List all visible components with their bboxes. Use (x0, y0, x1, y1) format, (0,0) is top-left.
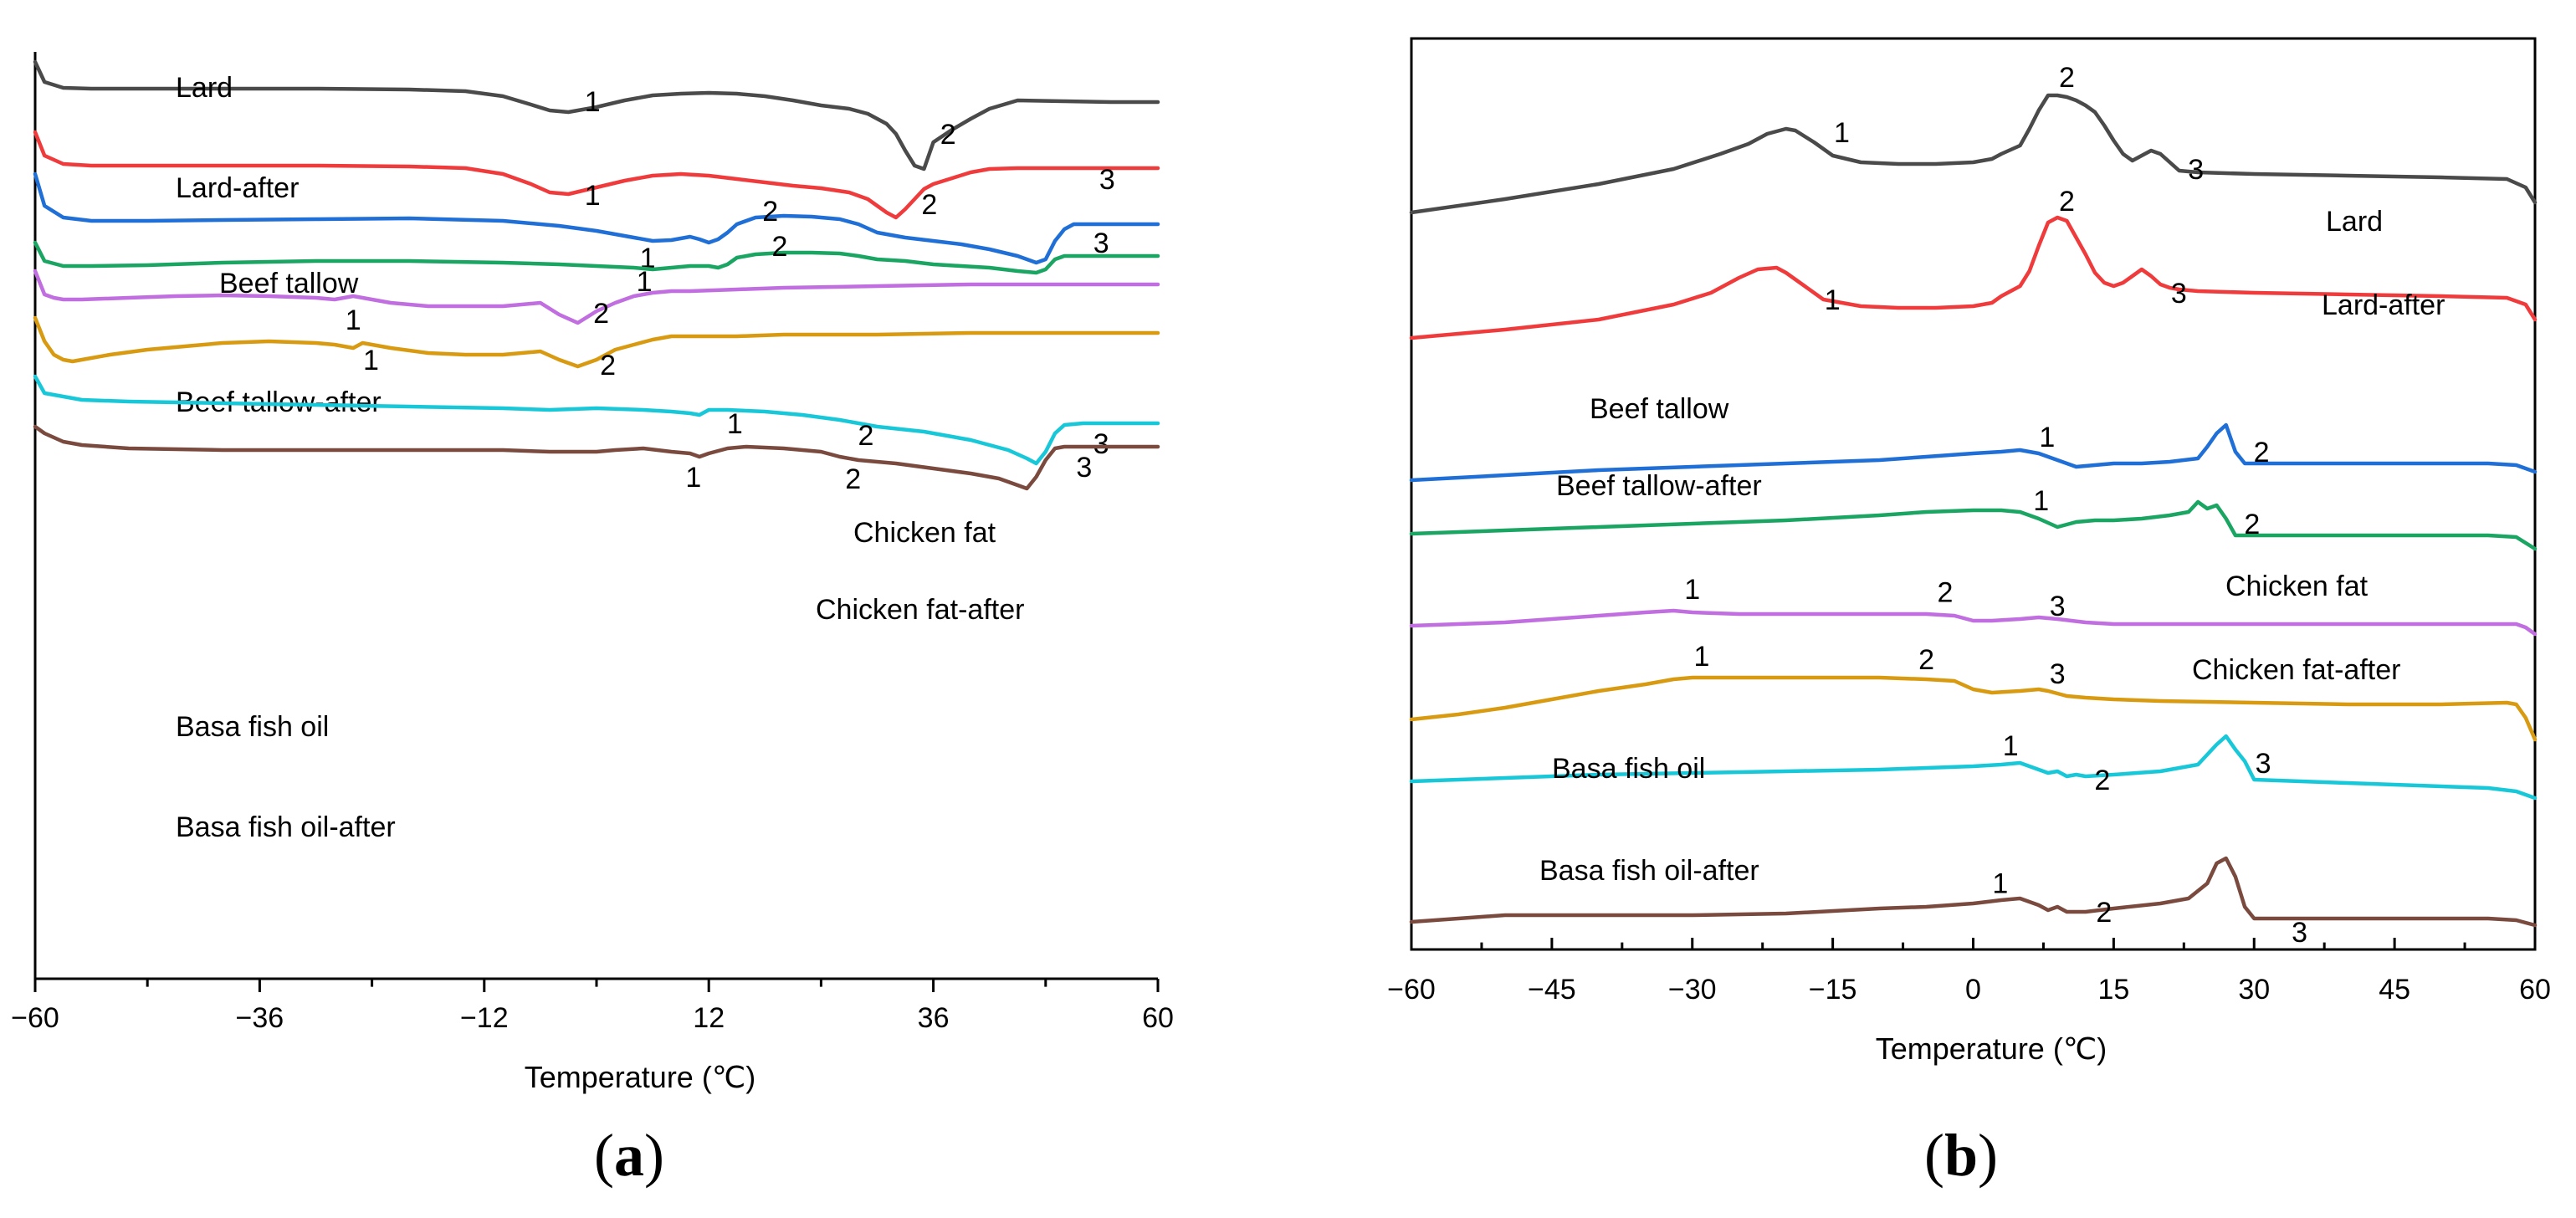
peak-label: 3 (2188, 154, 2204, 186)
series-line-lard-after (1409, 215, 2538, 340)
peak-label: 1 (585, 86, 601, 118)
peak-label: 1 (346, 304, 361, 336)
peak-label: 2 (1937, 576, 1953, 608)
panel-label: (b) (1924, 1122, 1998, 1189)
x-tick-label: −45 (1528, 974, 1576, 1006)
series-label: Lard (2326, 206, 2383, 238)
x-tick-label: 45 (2379, 974, 2410, 1006)
series-label: Beef tallow (1590, 393, 1729, 425)
x-tick-label: −15 (1809, 974, 1857, 1006)
series-line-chicken-fat-after (1409, 675, 2538, 742)
peak-label: 1 (727, 408, 743, 440)
peak-label: 3 (2050, 591, 2066, 622)
series-label: Lard-after (176, 172, 299, 204)
peak-label: 1 (1825, 284, 1841, 316)
series-label: Basa fish oil-after (176, 811, 396, 843)
x-tick-label: 60 (1142, 1002, 1174, 1034)
x-axis-label: Temperature (℃) (1876, 1031, 2107, 1066)
panel-label: (a) (594, 1122, 664, 1189)
peak-label: 3 (1093, 428, 1109, 460)
series-line-chicken-fat-after (33, 315, 1160, 369)
peak-label: 1 (2033, 485, 2049, 517)
peak-label: 2 (2254, 437, 2270, 468)
series-label: Beef tallow-after (1556, 470, 1762, 502)
x-tick-label: 36 (918, 1002, 950, 1034)
peak-label: 2 (593, 298, 609, 330)
peak-label: 3 (2292, 917, 2307, 949)
series-line-basa-fish-oil-after (33, 424, 1160, 491)
peak-label: 2 (2059, 186, 2075, 218)
peak-label: 1 (2003, 730, 2019, 762)
peak-label: 1 (585, 180, 601, 212)
x-tick-label: −60 (1387, 974, 1436, 1006)
series-line-basa-fish-oil (1409, 734, 2538, 801)
x-tick-label: 60 (2519, 974, 2551, 1006)
peak-label: 2 (1918, 644, 1934, 676)
peak-label: 3 (1099, 164, 1115, 196)
peak-label: 2 (2059, 62, 2075, 94)
series-label: Basa fish oil (176, 711, 329, 743)
series-label: Chicken fat (853, 517, 996, 549)
peak-label: 2 (845, 463, 861, 495)
series-line-basa-fish-oil (33, 374, 1160, 466)
series-label: Chicken fat-after (816, 594, 1024, 626)
peak-label: 1 (1693, 641, 1709, 673)
peak-label: 1 (640, 243, 656, 274)
peak-label: 3 (2256, 748, 2271, 780)
chart-panel-b: −60 −45 −30 −15 0 15 30 45 60 Temperature (℃) (b) L… (1387, 37, 2551, 1189)
peak-label: 2 (2096, 897, 2112, 929)
series-line-lard-after (33, 130, 1160, 220)
peak-label: 1 (363, 345, 379, 376)
series-line-chicken-fat (33, 269, 1160, 325)
series-label: Basa fish oil (1552, 753, 1705, 785)
x-tick-label: −30 (1668, 974, 1717, 1006)
series-line-beef-tallow (33, 171, 1160, 265)
x-tick-label: −36 (236, 1002, 284, 1034)
peak-label: 1 (1684, 574, 1700, 606)
series-label: Chicken fat (2225, 571, 2369, 602)
x-tick-label: 15 (2097, 974, 2129, 1006)
x-axis-label: Temperature (℃) (525, 1060, 756, 1094)
peak-label: 1 (637, 266, 653, 298)
series-line-chicken-fat (1409, 608, 2538, 637)
x-tick-label: 30 (2238, 974, 2270, 1006)
peak-label: 2 (2094, 765, 2110, 796)
peak-label: 1 (2039, 422, 2055, 453)
peak-label: 2 (921, 189, 937, 221)
peak-label: 3 (2050, 658, 2066, 690)
peak-label: 2 (762, 196, 778, 228)
peak-label: 2 (2244, 509, 2260, 540)
series-line-lard (33, 59, 1160, 171)
series-line-beef-tallow (1409, 422, 2538, 483)
peak-label: 1 (685, 462, 701, 494)
series-label: Lard-after (2322, 289, 2445, 321)
series-line-beef-tallow-after (33, 240, 1160, 275)
series-line-beef-tallow-after (1409, 499, 2538, 551)
peak-label: 2 (858, 420, 873, 452)
x-tick-label: −12 (460, 1002, 509, 1034)
peak-label: 2 (940, 119, 956, 151)
series-label: Basa fish oil-after (1539, 855, 1759, 887)
peak-label: 2 (600, 350, 616, 381)
series-label: Lard (176, 72, 233, 104)
peak-label: 3 (1093, 228, 1109, 259)
peak-label: 2 (771, 231, 787, 263)
peak-label: 3 (1076, 452, 1092, 484)
x-tick-label: 12 (693, 1002, 725, 1034)
series-line-basa-fish-oil-after (1409, 856, 2538, 928)
peak-label: 3 (2171, 278, 2187, 310)
x-tick-label: −60 (11, 1002, 59, 1034)
peak-label: 1 (1834, 117, 1850, 149)
peak-label: 1 (1992, 867, 2008, 899)
series-line-lard (1409, 93, 2538, 215)
series-label: Chicken fat-after (2192, 654, 2400, 686)
x-tick-label: 0 (1965, 974, 1981, 1006)
